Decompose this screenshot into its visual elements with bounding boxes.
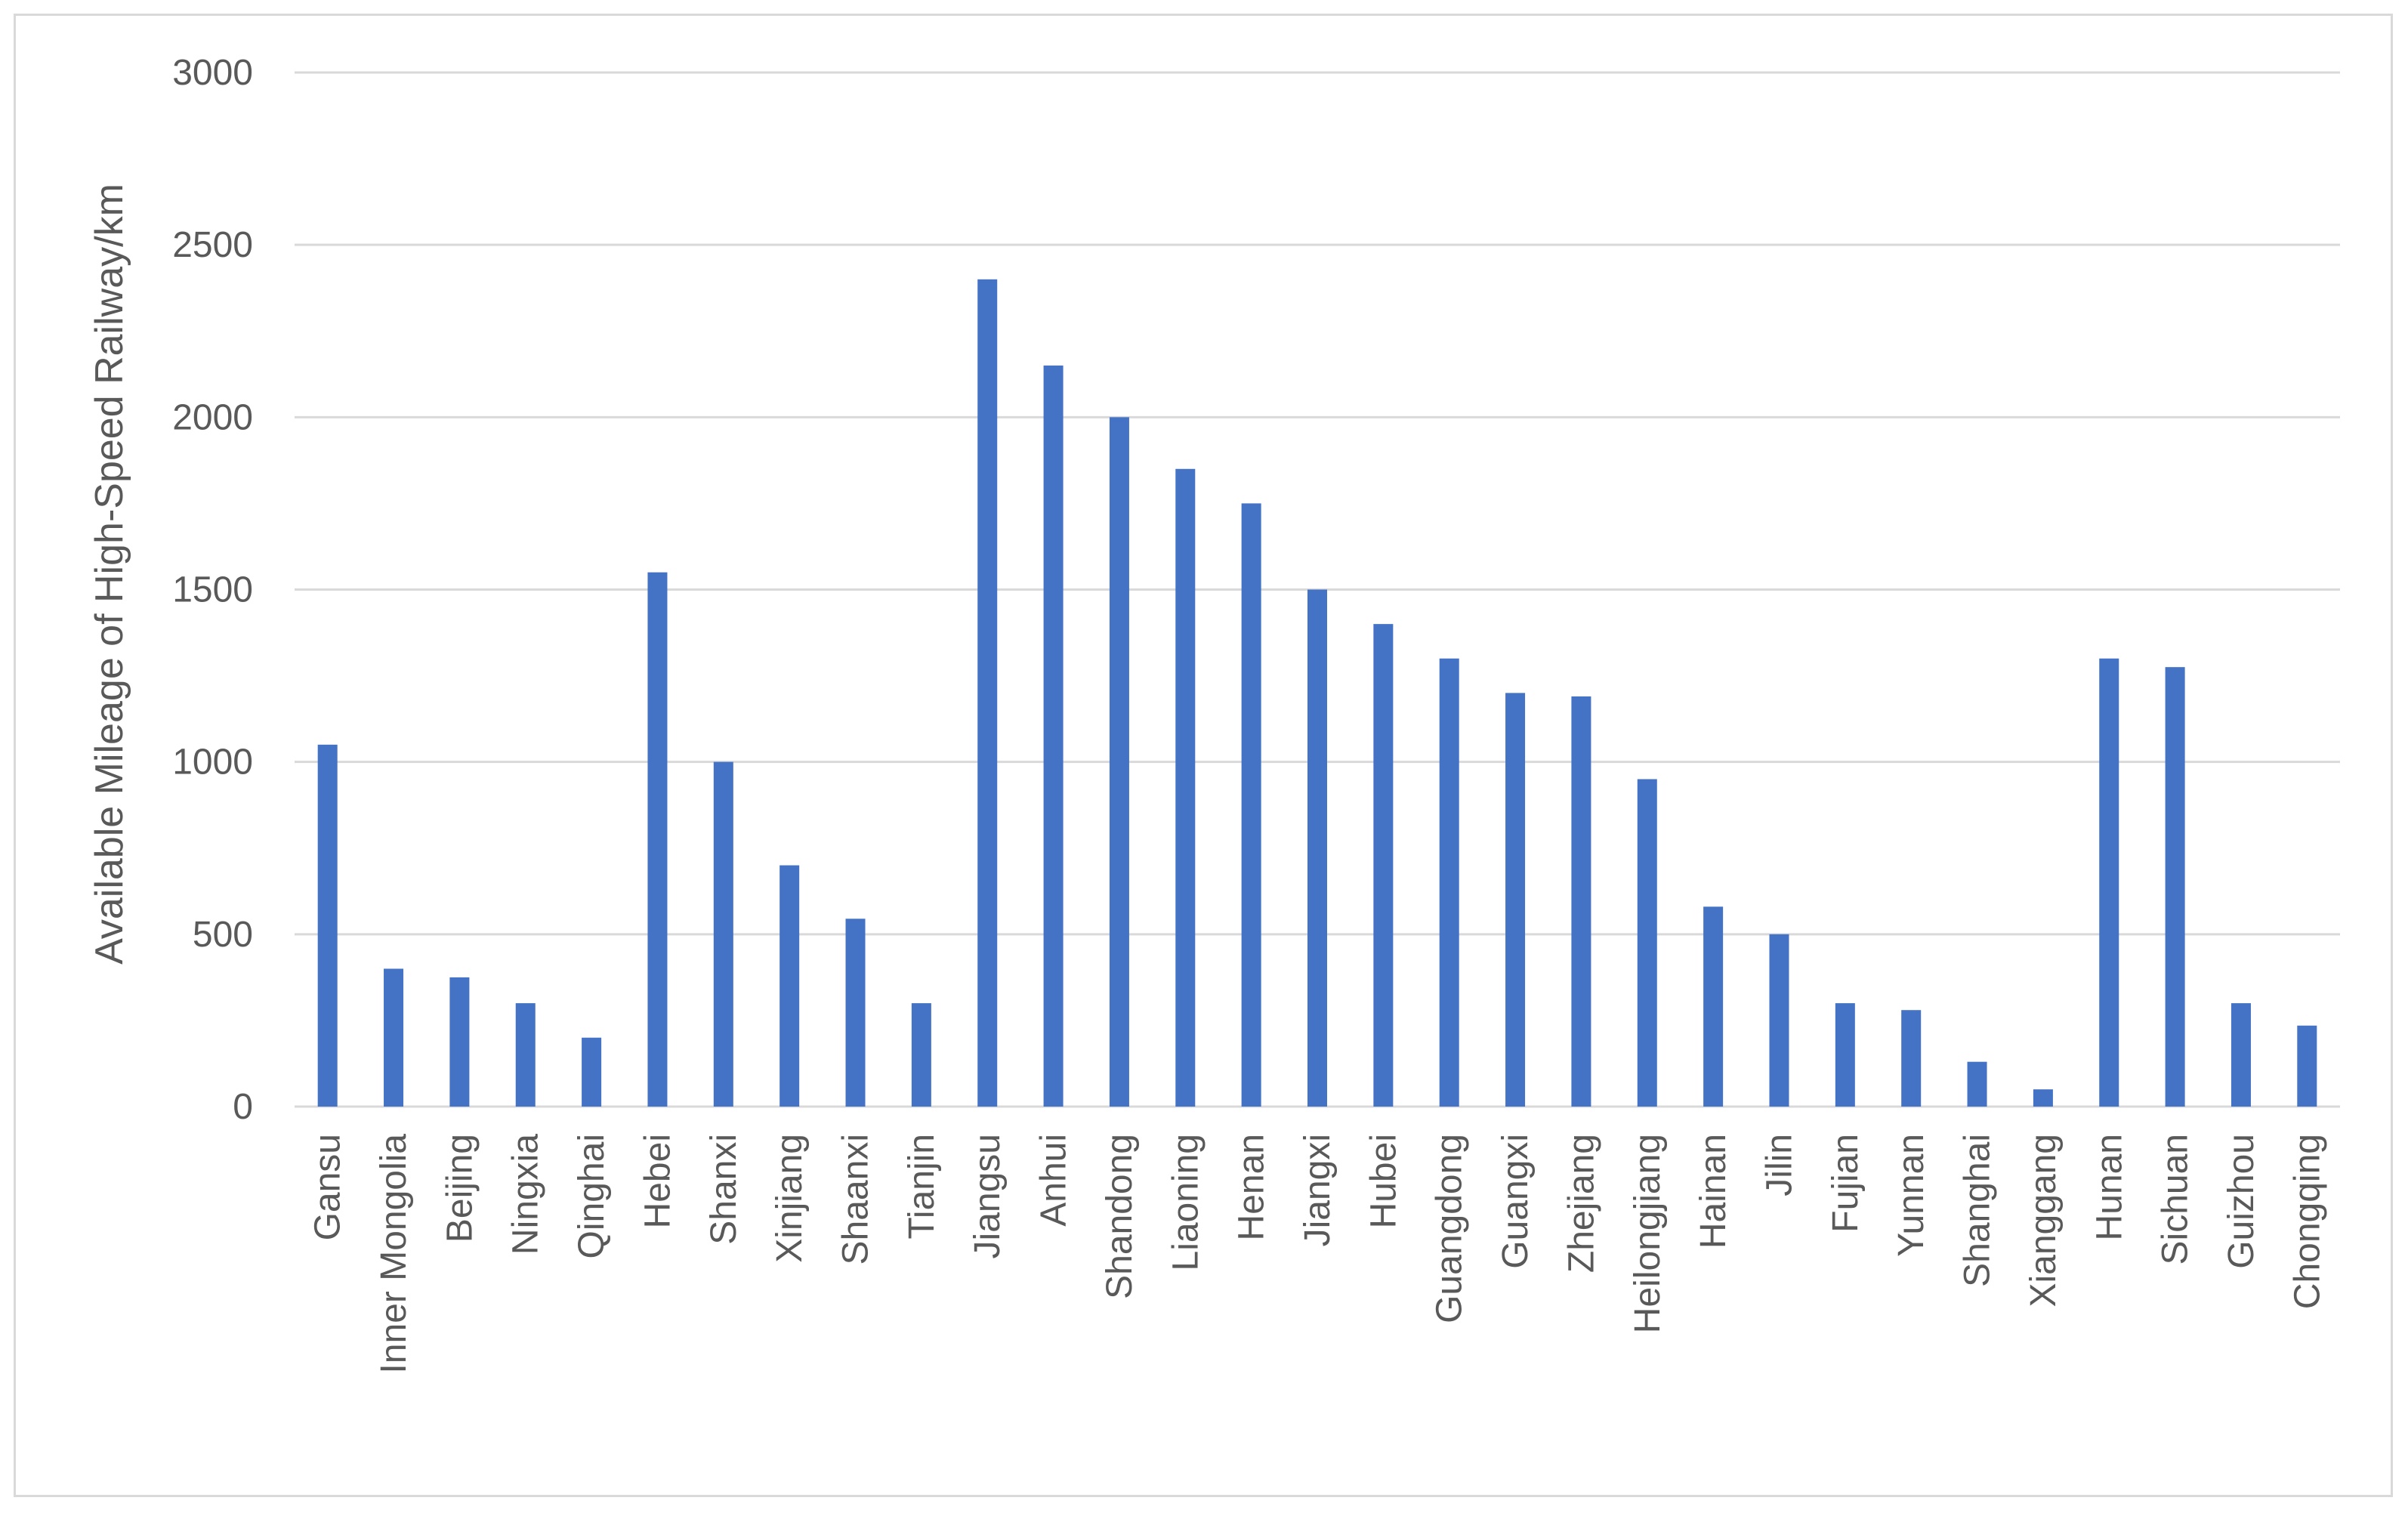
category-label: Hubei — [1363, 1134, 1403, 1228]
category-label: Heilongjiang — [1628, 1134, 1668, 1333]
category-label: Guizhou — [2221, 1134, 2261, 1269]
category-label: Henan — [1232, 1134, 1272, 1240]
y-tick-label: 0 — [233, 1087, 253, 1127]
y-tick-label: 1500 — [172, 570, 253, 610]
bar-yunnan — [1901, 1010, 1922, 1107]
y-tick-label: 3000 — [172, 53, 253, 93]
bar-hubei — [1373, 624, 1394, 1107]
category-label: Guangxi — [1496, 1134, 1536, 1269]
category-label: Xinjiang — [770, 1134, 810, 1263]
bar-shandong — [1109, 417, 1129, 1107]
bar-hainan — [1703, 906, 1724, 1107]
bar-guangdong — [1439, 658, 1459, 1107]
bar-guangxi — [1505, 693, 1526, 1107]
category-label: Inner Mongolia — [374, 1134, 414, 1374]
category-label: Beijing — [440, 1134, 480, 1243]
category-label: Hebei — [638, 1134, 678, 1228]
category-label: Qinghai — [572, 1134, 612, 1258]
gridlines — [295, 71, 2340, 1108]
bar-sichuan — [2165, 667, 2185, 1107]
bar-ningxia — [515, 1003, 536, 1107]
y-tick-label: 1000 — [172, 743, 253, 783]
y-tick-labels: 0 500 1000 1500 2000 2500 3000 — [172, 53, 253, 1127]
category-label: Tianjin — [902, 1134, 942, 1240]
bar-qinghai — [582, 1037, 602, 1107]
bar-xinjiang — [780, 865, 800, 1107]
category-label: Xianggang — [2024, 1134, 2064, 1308]
bar-shanghai — [1967, 1061, 1987, 1107]
category-label: Zhejiang — [1561, 1134, 1601, 1273]
category-label: Guangdong — [1430, 1134, 1470, 1323]
bar-gansu — [317, 744, 338, 1107]
bars — [317, 279, 2317, 1107]
chart-frame — [14, 14, 2393, 1497]
category-label: Anhui — [1034, 1134, 1074, 1227]
bar-shanxi — [713, 761, 733, 1107]
bar-hunan — [2099, 658, 2119, 1107]
bar-henan — [1241, 503, 1261, 1107]
bar-anhui — [1043, 365, 1064, 1107]
category-label: Shandong — [1100, 1134, 1140, 1299]
bar-inner-mongolia — [384, 968, 404, 1107]
category-label: Chongqing — [2287, 1134, 2327, 1309]
category-label: Shaanxi — [836, 1134, 876, 1264]
bar-fujian — [1835, 1003, 1855, 1107]
y-axis-title: Available Mileage of High-Speed Railway/… — [88, 184, 131, 965]
bar-beijing — [449, 977, 470, 1107]
bar-shaanxi — [845, 919, 866, 1107]
bar-liaoning — [1175, 468, 1196, 1107]
category-label: Liaoning — [1165, 1134, 1206, 1271]
bar-hebei — [647, 572, 668, 1107]
bar-xianggang — [2033, 1089, 2053, 1107]
category-label: Yunnan — [1891, 1134, 1931, 1257]
bar-guizhou — [2230, 1003, 2251, 1107]
category-label: Jiangsu — [968, 1134, 1008, 1258]
bar-jiangxi — [1307, 589, 1327, 1107]
category-label: Hunan — [2089, 1134, 2129, 1240]
bar-chongqing — [2297, 1025, 2317, 1107]
y-tick-label: 2500 — [172, 225, 253, 265]
category-label: Fujian — [1826, 1134, 1866, 1233]
category-label: Jiangxi — [1298, 1134, 1338, 1246]
category-label: Ningxia — [506, 1134, 546, 1255]
category-label: Jilin — [1759, 1134, 1799, 1196]
y-tick-label: 500 — [193, 915, 253, 955]
y-tick-label: 2000 — [172, 397, 253, 437]
bar-tianjin — [911, 1003, 931, 1107]
bar-jiangsu — [977, 279, 998, 1107]
bar-jilin — [1769, 934, 1789, 1107]
category-label: Shanghai — [1958, 1134, 1998, 1287]
bar-heilongjiang — [1637, 779, 1657, 1107]
category-label: Shanxi — [704, 1134, 744, 1245]
category-label: Hainan — [1693, 1134, 1733, 1249]
category-label: Sichuan — [2156, 1134, 2196, 1264]
category-labels: Gansu Inner Mongolia Beijing Ningxia Qinghai… — [308, 1134, 2328, 1374]
category-label: Gansu — [308, 1134, 348, 1240]
bar-zhejiang — [1571, 696, 1591, 1107]
